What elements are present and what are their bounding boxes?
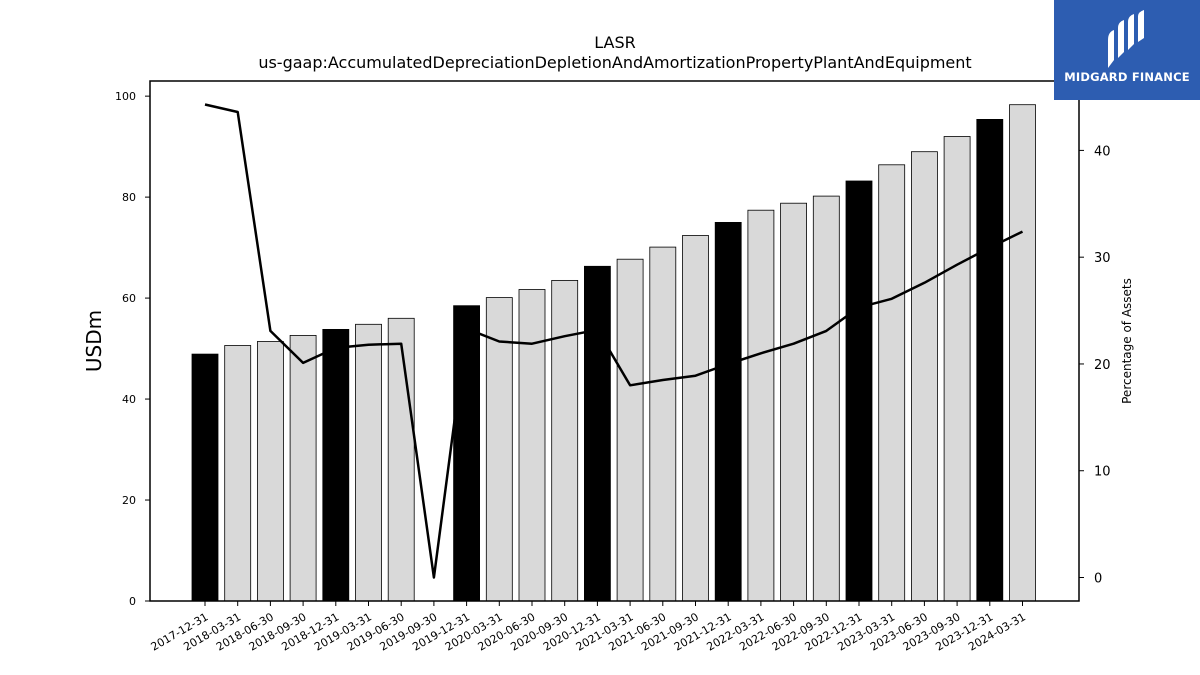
- bar-2018-09-30: [289, 334, 317, 602]
- bar-2018-06-30: [256, 341, 284, 602]
- bar-2019-12-31: [453, 305, 481, 602]
- y-tick-label: 20: [122, 494, 136, 507]
- plot-frame: [149, 80, 1080, 602]
- y2-axis-label: Percentage of Assets: [1120, 278, 1134, 404]
- bar-2021-06-30: [649, 246, 677, 602]
- bar-2022-09-30: [812, 195, 840, 602]
- bar-2021-03-31: [616, 258, 644, 602]
- bar-2017-12-31: [191, 353, 219, 602]
- bar-series: [191, 104, 1036, 602]
- bar-2023-09-30: [943, 136, 971, 602]
- y-tick-label: 100: [115, 90, 136, 103]
- y2-tick-label: 30: [1094, 251, 1111, 266]
- bar-2020-12-31: [584, 265, 611, 602]
- midgard-logo-icon: [1108, 10, 1144, 68]
- bar-2023-06-30: [911, 151, 938, 602]
- bar-2023-03-31: [878, 164, 906, 602]
- y2-tick-label: 40: [1094, 144, 1111, 159]
- chart-subtitle: us-gaap:AccumulatedDepreciationDepletion…: [258, 53, 971, 72]
- bar-2023-12-31: [976, 119, 1004, 602]
- y-tick-label: 80: [122, 191, 136, 204]
- bar-2022-06-30: [780, 202, 807, 602]
- right-axis: 0 10 20 30 40: [1079, 144, 1111, 587]
- bar-2020-09-30: [551, 279, 579, 602]
- bar-2019-06-30: [387, 317, 415, 602]
- bar-2022-03-31: [747, 209, 775, 602]
- y2-tick-label: 0: [1094, 572, 1102, 587]
- y-tick-label: 60: [122, 292, 136, 305]
- brand-logo: MIDGARD FINANCE: [1054, 0, 1200, 100]
- y-tick-label: 40: [122, 393, 136, 406]
- line-series: [204, 103, 1024, 579]
- bar-2018-12-31: [322, 328, 350, 602]
- left-axis: 0 20 40 60 80 100: [115, 90, 150, 608]
- y-axis-label: USDm: [82, 310, 106, 372]
- bar-2021-12-31: [714, 221, 742, 602]
- bar-2018-03-31: [224, 345, 252, 602]
- logo-text: MIDGARD FINANCE: [1064, 70, 1190, 84]
- chart-title: LASR: [594, 33, 636, 52]
- y2-tick-label: 20: [1094, 358, 1111, 373]
- bar-2020-06-30: [518, 289, 546, 602]
- y-tick-label: 0: [129, 595, 136, 608]
- percentage-line: [204, 103, 1024, 579]
- y2-tick-label: 10: [1094, 465, 1111, 480]
- bar-2022-12-31: [845, 180, 873, 602]
- x-axis: 2017-12-312018-03-312018-06-302018-09-30…: [149, 601, 1028, 654]
- bar-2020-03-31: [485, 297, 513, 602]
- bar-2019-03-31: [355, 323, 382, 602]
- bar-2024-03-31: [1009, 104, 1036, 602]
- bar-2021-09-30: [682, 235, 709, 602]
